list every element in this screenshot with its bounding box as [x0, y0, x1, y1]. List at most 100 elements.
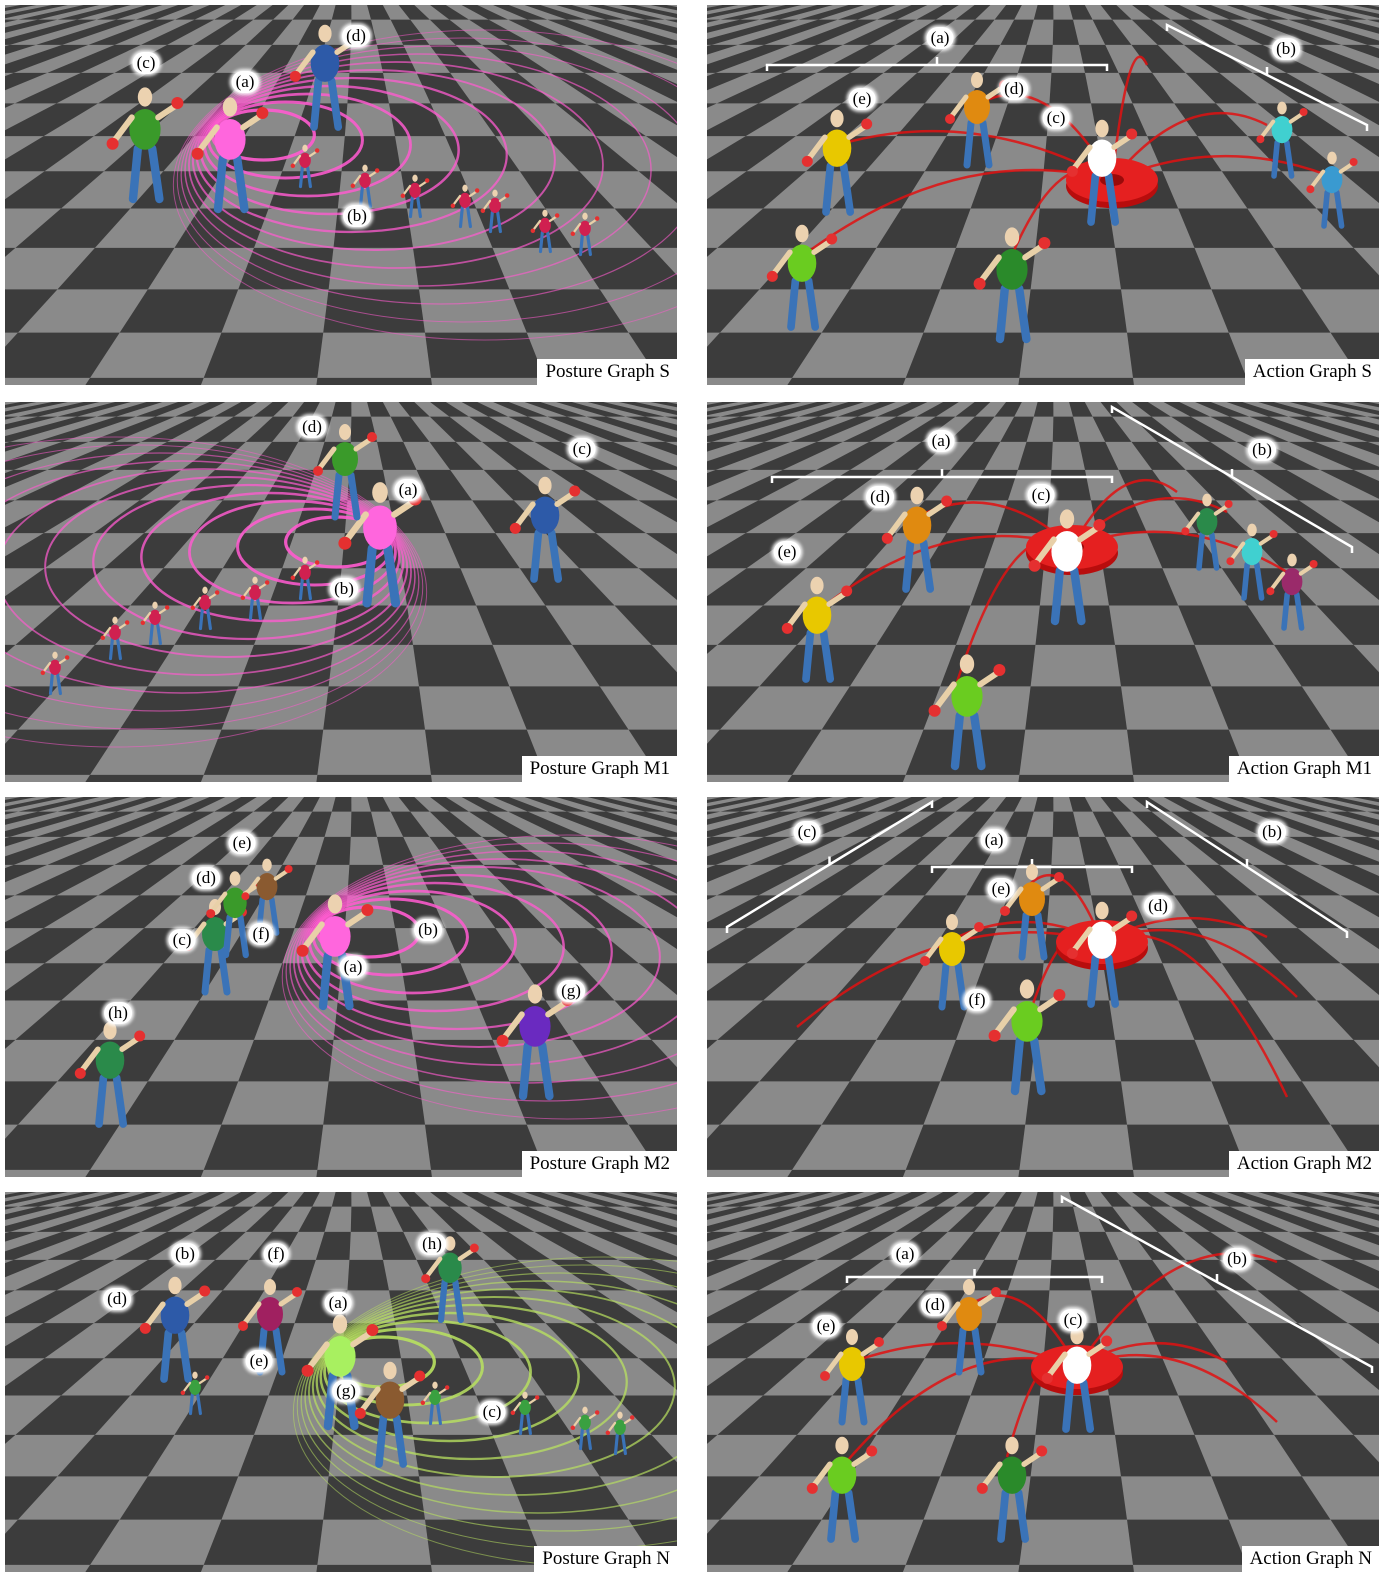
bracket-b	[1110, 404, 1354, 553]
character-d	[289, 24, 361, 131]
character-d	[937, 1279, 1001, 1376]
label-c: (c)	[568, 438, 596, 460]
scene-posture-n	[5, 1192, 677, 1572]
panel-action-graph-s: (a) (b) (c) (d) (e) Action Graph S	[707, 5, 1379, 385]
character-b1	[1181, 493, 1233, 571]
label-b: (b)	[330, 578, 358, 600]
label-c: (c)	[168, 929, 196, 951]
label-b: (b)	[171, 1243, 199, 1265]
label-d: (d)	[103, 1288, 131, 1310]
posture-sample-4	[605, 1411, 635, 1456]
caption: Action Graph M2	[1228, 1151, 1379, 1177]
character-h	[421, 1236, 479, 1324]
character-b	[139, 1276, 211, 1383]
posture-sample-1	[240, 576, 270, 621]
character-g	[976, 1436, 1048, 1543]
label-c: (c)	[1042, 107, 1070, 129]
panel-posture-graph-s: (c) (a) (d) (b) Posture Graph S	[5, 5, 677, 385]
label-e: (e)	[245, 1350, 273, 1372]
label-d: (d)	[1144, 895, 1172, 917]
scene-action-s	[707, 5, 1379, 385]
caption: Action Graph N	[1241, 1546, 1379, 1572]
caption: Posture Graph S	[537, 359, 677, 385]
posture-sample-1	[420, 1381, 450, 1426]
panel-action-graph-n: (a) (b) (c) (d) (e) Action Graph N	[707, 1192, 1379, 1572]
posture-sample-3	[450, 184, 480, 229]
character-d	[1066, 901, 1138, 1008]
label-a: (a)	[927, 430, 955, 452]
posture-sample-0	[290, 144, 320, 189]
posture-graph-edges	[292, 1256, 677, 1568]
posture-sample-3	[570, 1406, 600, 1451]
label-e: (e)	[987, 878, 1015, 900]
label-g: (g)	[332, 1380, 360, 1402]
character-c	[509, 476, 581, 583]
bracket-a	[845, 1269, 1104, 1283]
character-d	[881, 486, 953, 593]
character-f	[766, 224, 838, 331]
checkerboard-floor	[707, 1192, 1379, 1572]
bracket-a	[765, 57, 1109, 71]
panel-action-graph-m1: (a) (b) (c) (d) (e) Action Graph M1	[707, 402, 1379, 782]
label-c: (c)	[478, 1401, 506, 1423]
character-e	[241, 858, 293, 936]
character-g	[973, 227, 1051, 344]
bracket-c	[725, 799, 934, 933]
character-f	[806, 1436, 878, 1543]
scene-action-m1	[707, 402, 1379, 782]
character-c	[1066, 119, 1138, 226]
label-c: (c)	[1027, 484, 1055, 506]
panel-posture-graph-m1: (a) (b) (c) (d) Posture Graph M1	[5, 402, 677, 782]
label-d: (d)	[298, 416, 326, 438]
posture-sample-5	[530, 209, 560, 254]
posture-sample-2	[190, 586, 220, 631]
label-c: (c)	[793, 821, 821, 843]
bracket-b	[1060, 1194, 1374, 1373]
label-b: (b)	[1248, 439, 1276, 461]
character-g	[354, 1361, 426, 1468]
character-a	[920, 914, 984, 1011]
character-b2	[1226, 523, 1278, 601]
panel-posture-graph-n: (a) (b) (c) (d) (e) (f) (g) (h) Posture …	[5, 1192, 677, 1572]
label-b: (b)	[1258, 821, 1286, 843]
scene-posture-m2	[5, 797, 677, 1177]
label-a: (a)	[339, 956, 367, 978]
character-e	[820, 1329, 884, 1426]
caption: Posture Graph M2	[521, 1151, 677, 1177]
label-d: (d)	[866, 486, 894, 508]
label-a: (a)	[891, 1243, 919, 1265]
posture-sample-0	[180, 1371, 210, 1416]
posture-sample-3	[140, 601, 170, 646]
caption: Posture Graph N	[534, 1546, 677, 1572]
label-h: (h)	[104, 1002, 132, 1024]
label-d: (d)	[1000, 78, 1028, 100]
character-a	[191, 97, 269, 214]
character-e	[801, 109, 873, 216]
bracket-b	[1165, 22, 1369, 131]
character-b3	[1266, 553, 1318, 631]
label-a: (a)	[231, 71, 259, 93]
label-b: (b)	[343, 205, 371, 227]
character-d	[313, 424, 377, 521]
bracket-b	[1145, 799, 1349, 938]
label-a: (a)	[926, 27, 954, 49]
checkerboard-floor	[707, 402, 1379, 782]
label-h: (h)	[418, 1233, 446, 1255]
character-c	[106, 87, 184, 204]
posture-sample-5	[40, 651, 70, 696]
checkerboard-floor	[707, 797, 1379, 1177]
label-d: (d)	[921, 1294, 949, 1316]
posture-sample-1	[350, 164, 380, 209]
label-a: (a)	[394, 479, 422, 501]
posture-sample-2	[510, 1391, 540, 1436]
label-c: (c)	[1059, 1309, 1087, 1331]
character-b1	[1256, 101, 1308, 179]
character-b2	[1306, 151, 1358, 229]
label-e: (e)	[773, 541, 801, 563]
character-f	[928, 654, 1006, 771]
label-c: (c)	[132, 52, 160, 74]
posture-sample-6	[570, 212, 600, 257]
posture-sample-0	[290, 556, 320, 601]
scene-posture-s	[5, 5, 677, 385]
character-e	[1000, 864, 1064, 961]
